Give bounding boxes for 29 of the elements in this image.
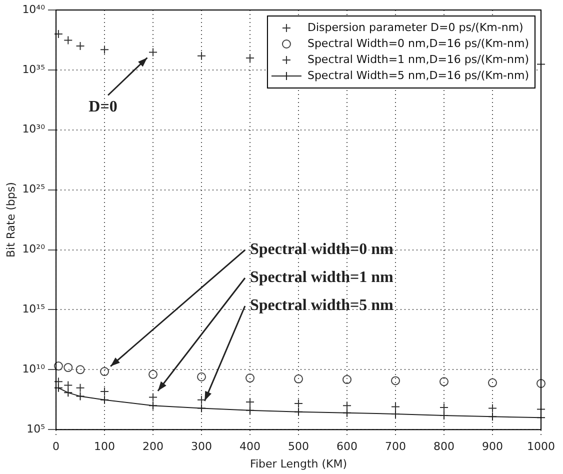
y-tick-label: 10³⁵ <box>22 62 46 76</box>
x-tick-label: 100 <box>94 440 116 454</box>
y-tick-label: 10²⁰ <box>22 242 46 256</box>
x-tick-label: 900 <box>482 440 503 454</box>
legend-label: Spectral Width=5 nm,D=16 ps/(Km-nm) <box>307 68 529 82</box>
x-tick-label: 400 <box>240 440 261 454</box>
y-tick-label: 10³⁰ <box>22 122 46 136</box>
x-tick-label: 500 <box>288 440 310 454</box>
x-tick-label: 600 <box>336 440 358 454</box>
y-tick-label: 10¹⁵ <box>22 302 46 316</box>
y-tick-label: 10⁴⁰ <box>22 2 46 16</box>
legend-label: Spectral Width=1 nm,D=16 ps/(Km-nm) <box>307 52 529 66</box>
annotation: D=0 <box>88 98 118 116</box>
x-axis-title: Fiber Length (KM) <box>250 457 348 470</box>
annotation: Spectral width=0 nm <box>250 241 394 258</box>
annotation: Spectral width=5 nm <box>250 297 394 314</box>
y-tick-label: 10⁵ <box>26 422 46 436</box>
legend-label: Spectral Width=0 nm,D=16 ps/(Km-nm) <box>307 36 529 50</box>
x-tick-label: 200 <box>142 440 164 454</box>
annotation: Spectral width=1 nm <box>250 269 394 286</box>
y-axis-title: Bit Rate (bps) <box>4 182 18 258</box>
x-tick-label: 800 <box>434 440 455 454</box>
y-tick-label: 10²⁵ <box>22 182 46 196</box>
legend-label: Dispersion parameter D=0 ps/(Km-nm) <box>307 20 524 34</box>
y-tick-label: 10¹⁰ <box>22 362 46 376</box>
x-tick-label: 700 <box>385 440 406 454</box>
x-tick-label: 1000 <box>527 440 555 454</box>
x-tick-label: 0 <box>52 440 60 454</box>
x-tick-label: 300 <box>191 440 212 454</box>
